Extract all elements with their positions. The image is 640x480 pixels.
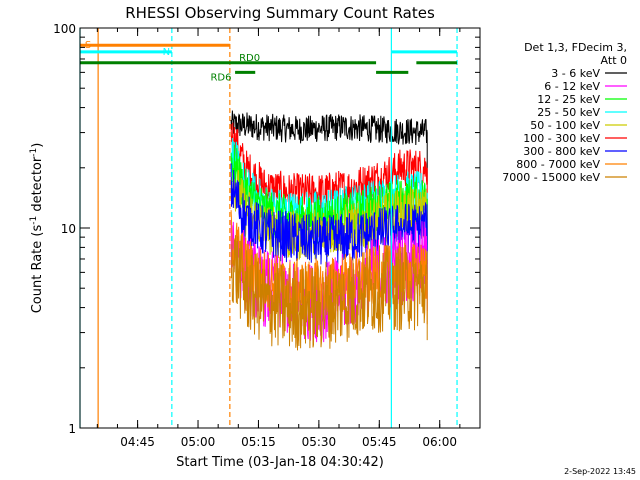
x-tick-label: 05:15 (241, 435, 276, 449)
y-tick-label: 10 (61, 222, 76, 236)
series-line-7000_15000keV (230, 235, 428, 351)
legend-entry-label: 800 - 7000 keV (516, 158, 600, 171)
status-bar-label-N: N (163, 47, 170, 58)
x-tick-label: 04:45 (120, 435, 155, 449)
status-bar-label-S: S (85, 40, 91, 51)
legend-entry-label: 100 - 300 keV (523, 132, 600, 145)
series-line-100_300keV (230, 122, 428, 220)
chart-title: RHESSI Observing Summary Count Rates (125, 4, 435, 22)
y-axis: 1 10 100 (53, 22, 480, 436)
y-tick-label: 100 (53, 22, 76, 36)
status-bar-label-RD0: RD0 (239, 53, 260, 64)
status-bar-label-RD6: RD6 (210, 72, 231, 83)
legend-entry-label: 50 - 100 keV (530, 119, 600, 132)
plot-area: S N RD0 RD6 (79, 28, 458, 428)
legend-entry-label: 7000 - 15000 keV (502, 171, 600, 184)
x-tick-label: 05:00 (181, 435, 216, 449)
x-tick-label: 05:45 (362, 435, 397, 449)
series-line-300_800keV (230, 163, 428, 280)
x-axis: 04:45 05:00 05:15 05:30 05:45 06:00 (96, 28, 461, 449)
legend-entry-label: 300 - 800 keV (523, 145, 600, 158)
legend-header-line-1: Det 1,3, FDecim 3, (524, 41, 627, 54)
footer-date: 2-Sep-2022 13:45 (564, 467, 636, 476)
series-line-3_6keV (230, 110, 428, 185)
y-tick-label: 1 (68, 422, 76, 436)
x-tick-label: 06:00 (422, 435, 457, 449)
x-tick-label: 05:30 (302, 435, 337, 449)
legend-entry-label: 6 - 12 keV (544, 80, 600, 93)
x-axis-label: Start Time (03-Jan-18 04:30:42) (176, 455, 384, 470)
legend-entry-label: 3 - 6 keV (551, 67, 600, 80)
legend-header-line-2: Att 0 (601, 54, 627, 67)
legend-entry-label: 25 - 50 keV (537, 106, 600, 119)
legend-entry-label: 12 - 25 keV (537, 93, 600, 106)
y-axis-label: Count Rate (s-1 detector-1) (29, 143, 45, 314)
